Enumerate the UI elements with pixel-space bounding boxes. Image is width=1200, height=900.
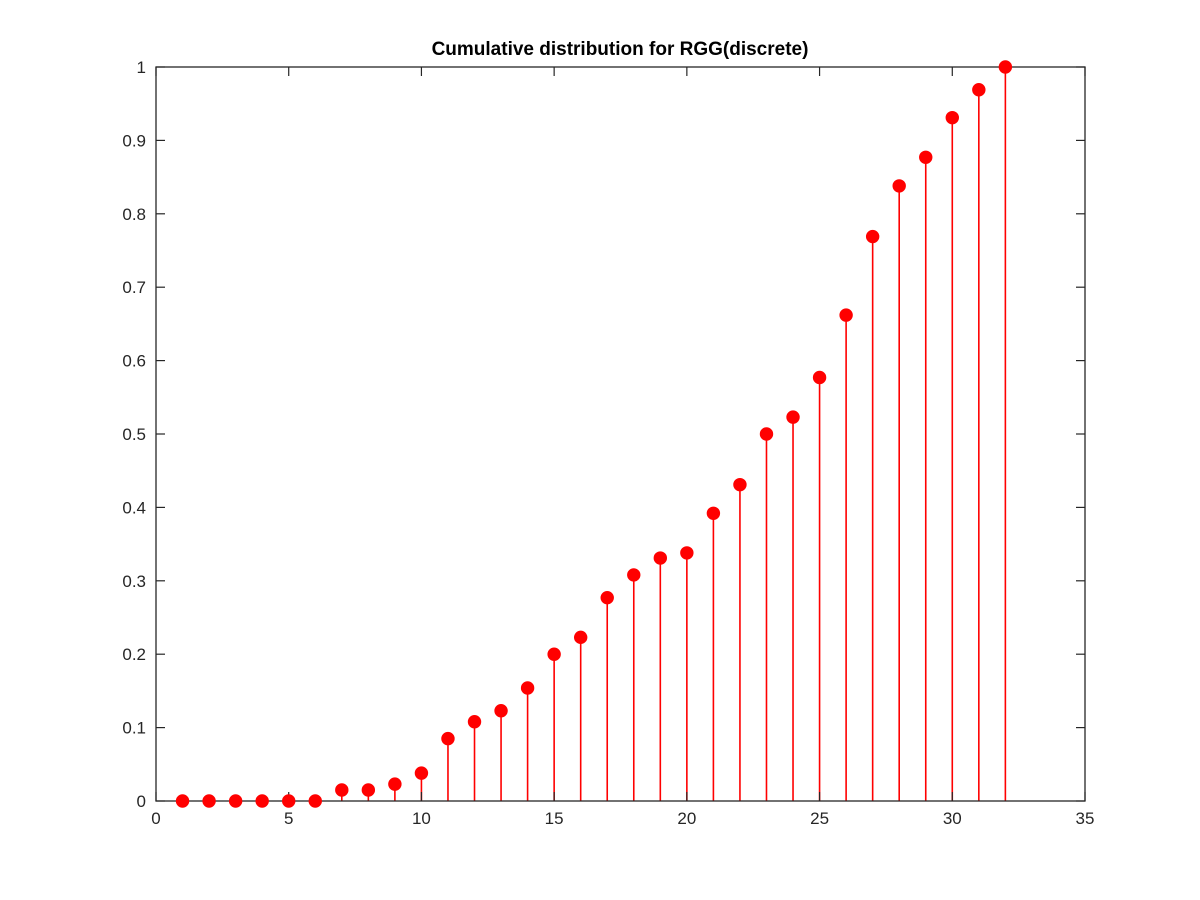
x-tick-label: 0 (151, 809, 160, 828)
stem-marker (706, 506, 721, 520)
stem-marker (972, 83, 986, 97)
y-tick-label: 0.5 (122, 425, 146, 444)
stem-marker (202, 794, 216, 808)
stem-marker (573, 630, 588, 645)
stem-marker (892, 179, 906, 193)
stem-marker (733, 477, 747, 492)
stem-marker (812, 370, 827, 385)
labels-layer: 0 5 10 15 20 25 30 35 0 0.1 0.2 0.3 0.4 0.5 0.6 0.7 0.8 0… (122, 58, 1094, 828)
stem-marker (759, 427, 774, 441)
x-tick-label: 30 (943, 809, 962, 828)
stem-marker (919, 150, 933, 164)
stem-marker (680, 546, 694, 560)
stem-marker (839, 308, 853, 322)
stem-marker (998, 60, 1013, 74)
stem-marker (627, 568, 641, 582)
stem-marker (494, 704, 508, 718)
chart-title: Cumulative distribution for RGG(discrete… (432, 39, 809, 60)
x-tick-label: 10 (412, 809, 431, 828)
y-tick-label: 0.3 (122, 572, 146, 591)
x-tick-label: 35 (1076, 809, 1095, 828)
stem-marker (865, 229, 880, 244)
stem-marker (653, 551, 668, 565)
stem-marker (441, 731, 455, 746)
stem-marker (175, 794, 190, 808)
x-tick-label: 20 (677, 809, 696, 828)
stem-marker (228, 794, 243, 808)
y-tick-label: 0.4 (122, 498, 146, 517)
x-tick-label: 25 (810, 809, 829, 828)
x-tick-label: 5 (284, 809, 293, 828)
stem-marker (520, 681, 535, 695)
y-tick-label: 0.7 (122, 278, 146, 297)
stems-layer (340, 67, 1007, 801)
stem-marker (786, 410, 800, 424)
y-tick-label: 0.2 (122, 645, 146, 664)
y-tick-label: 0 (137, 792, 146, 811)
stem-marker (335, 783, 349, 797)
stem-marker (945, 110, 959, 125)
y-tick-label: 0.8 (122, 205, 146, 224)
stem-marker (255, 794, 269, 808)
stem-marker (361, 783, 376, 797)
stem-marker (282, 794, 296, 808)
markers-layer (175, 60, 1013, 808)
stem-marker (308, 794, 322, 808)
stem-marker (414, 766, 429, 780)
y-tick-label: 1 (137, 58, 146, 77)
y-tick-label: 0.1 (122, 719, 146, 738)
axes-box (155, 66, 1086, 802)
stem-marker (547, 647, 561, 661)
stem-marker (388, 777, 402, 791)
axes-background (156, 67, 1085, 801)
x-tick-label: 15 (545, 809, 564, 828)
stem-marker (467, 715, 482, 729)
y-tick-label: 0.9 (122, 131, 146, 150)
y-tick-label: 0.6 (122, 352, 146, 371)
stem-marker (600, 590, 614, 605)
